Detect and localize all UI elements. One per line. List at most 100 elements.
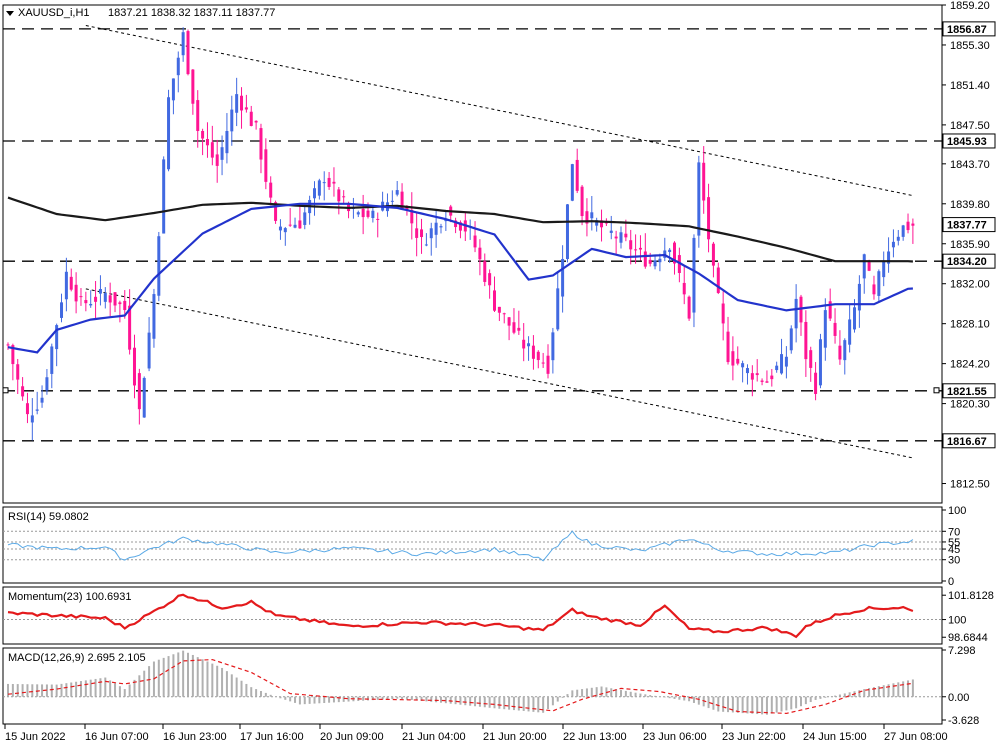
candle-body <box>254 120 258 123</box>
candle-body <box>142 377 146 418</box>
time-tick-label: 16 Jun 07:00 <box>85 731 149 743</box>
candle-body <box>716 267 720 293</box>
candle-body <box>69 276 73 290</box>
time-tick-label: 20 Jun 09:00 <box>320 731 384 743</box>
candle-body <box>196 100 200 132</box>
current-price-label: 1837.77 <box>947 220 987 232</box>
momentum-line <box>7 593 914 639</box>
candle-body <box>833 322 837 336</box>
candle-body <box>64 271 68 300</box>
candle-body <box>157 236 161 296</box>
candle-body <box>181 32 185 56</box>
candle-body <box>653 260 657 267</box>
candle-body <box>551 332 555 361</box>
time-axis: 15 Jun 2022 16 Jun 07:00 16 Jun 23:00 17 Ju… <box>4 724 948 743</box>
candle-body <box>828 301 832 319</box>
candle-body <box>361 208 365 218</box>
trend-channel[interactable] <box>85 25 913 459</box>
candle-body <box>634 249 638 251</box>
candle-body <box>16 364 20 380</box>
price-tick-label: 1855.30 <box>950 40 990 52</box>
macd-pane-border <box>2 647 943 725</box>
candle-body <box>420 229 424 238</box>
price-axis: 1859.20 1855.30 1851.40 1847.50 1843.70 1839.… <box>942 0 990 491</box>
candle-body <box>235 94 239 113</box>
ma-slow-line <box>7 196 913 263</box>
candle-body <box>191 69 195 104</box>
candle-body <box>512 322 516 333</box>
candle-body <box>493 290 496 311</box>
candle-body <box>137 373 141 410</box>
candle-body <box>103 293 107 302</box>
candle-body <box>896 236 900 241</box>
candle-body <box>259 128 263 160</box>
price-tick-label: 1824.20 <box>950 359 990 371</box>
candle-body <box>390 200 394 202</box>
macd-tick-label: 0.00 <box>948 692 969 704</box>
price-tick-label: 1820.30 <box>950 399 990 411</box>
level-tag-box <box>942 253 996 269</box>
candle-body <box>167 97 171 170</box>
candle-body <box>405 206 409 211</box>
candle-body <box>230 109 234 132</box>
momentum-pane: 101.8128 100 98.6844 <box>3 590 994 644</box>
candle-body <box>55 325 59 350</box>
candle-body <box>249 111 253 126</box>
rsi-tick-label: 55 <box>948 537 960 549</box>
candle-body <box>614 236 618 239</box>
candle-body <box>784 356 788 367</box>
candle-body <box>240 95 244 111</box>
candle-body <box>215 154 219 166</box>
candle-body <box>478 247 482 260</box>
candle-body <box>400 191 404 210</box>
level-tag-label: 1856.87 <box>947 24 987 36</box>
candle-body <box>575 159 579 191</box>
candle-body <box>342 196 346 198</box>
candle-body <box>570 164 574 201</box>
candle-body <box>818 339 822 386</box>
candle-body <box>760 380 764 382</box>
candle-body <box>40 397 44 403</box>
candle-body <box>673 242 677 264</box>
candle-body <box>371 210 375 218</box>
rsi-line <box>7 530 914 562</box>
candle-body <box>882 261 886 278</box>
candle-body <box>546 355 550 374</box>
momentum-title: Momentum(23) 100.6931 <box>8 591 132 603</box>
candle-body <box>60 302 64 318</box>
candle-body <box>643 251 647 267</box>
candle-body <box>35 409 39 411</box>
momentum-pane-border <box>2 586 943 645</box>
candle-body <box>604 222 608 224</box>
candle-body <box>590 212 594 219</box>
candle-body <box>853 307 857 330</box>
rsi-tick-label: 100 <box>948 505 966 517</box>
candle-body <box>668 249 672 253</box>
candle-body <box>872 284 876 295</box>
candle-body <box>619 232 623 243</box>
candle-body <box>502 313 506 315</box>
macd-pane: 7.298 0.00 -3.628 <box>3 645 979 727</box>
time-tick-label: 23 Jun 22:00 <box>722 731 786 743</box>
candle-body <box>517 327 521 331</box>
candle-body <box>186 31 190 75</box>
time-tick-label: 17 Jun 16:00 <box>240 731 304 743</box>
candle-body <box>458 222 462 231</box>
caret-down-icon[interactable] <box>6 11 14 16</box>
time-tick-label: 21 Jun 20:00 <box>483 731 547 743</box>
macd-tick-label: 7.298 <box>948 645 976 657</box>
candle-body <box>210 142 214 158</box>
candle-body <box>298 220 302 229</box>
candle-body <box>89 303 93 306</box>
level-tag-box <box>942 133 996 149</box>
candle-body <box>288 224 292 226</box>
candle-body <box>147 332 151 369</box>
macd-title: MACD(12,26,9) 2.695 2.105 <box>8 652 146 664</box>
candle-body <box>312 188 316 199</box>
candle-body <box>609 230 613 233</box>
candle-body <box>225 130 229 154</box>
candle-body <box>595 220 599 226</box>
time-tick-label: 15 Jun 2022 <box>5 731 66 743</box>
channel-lower-line <box>85 288 913 459</box>
